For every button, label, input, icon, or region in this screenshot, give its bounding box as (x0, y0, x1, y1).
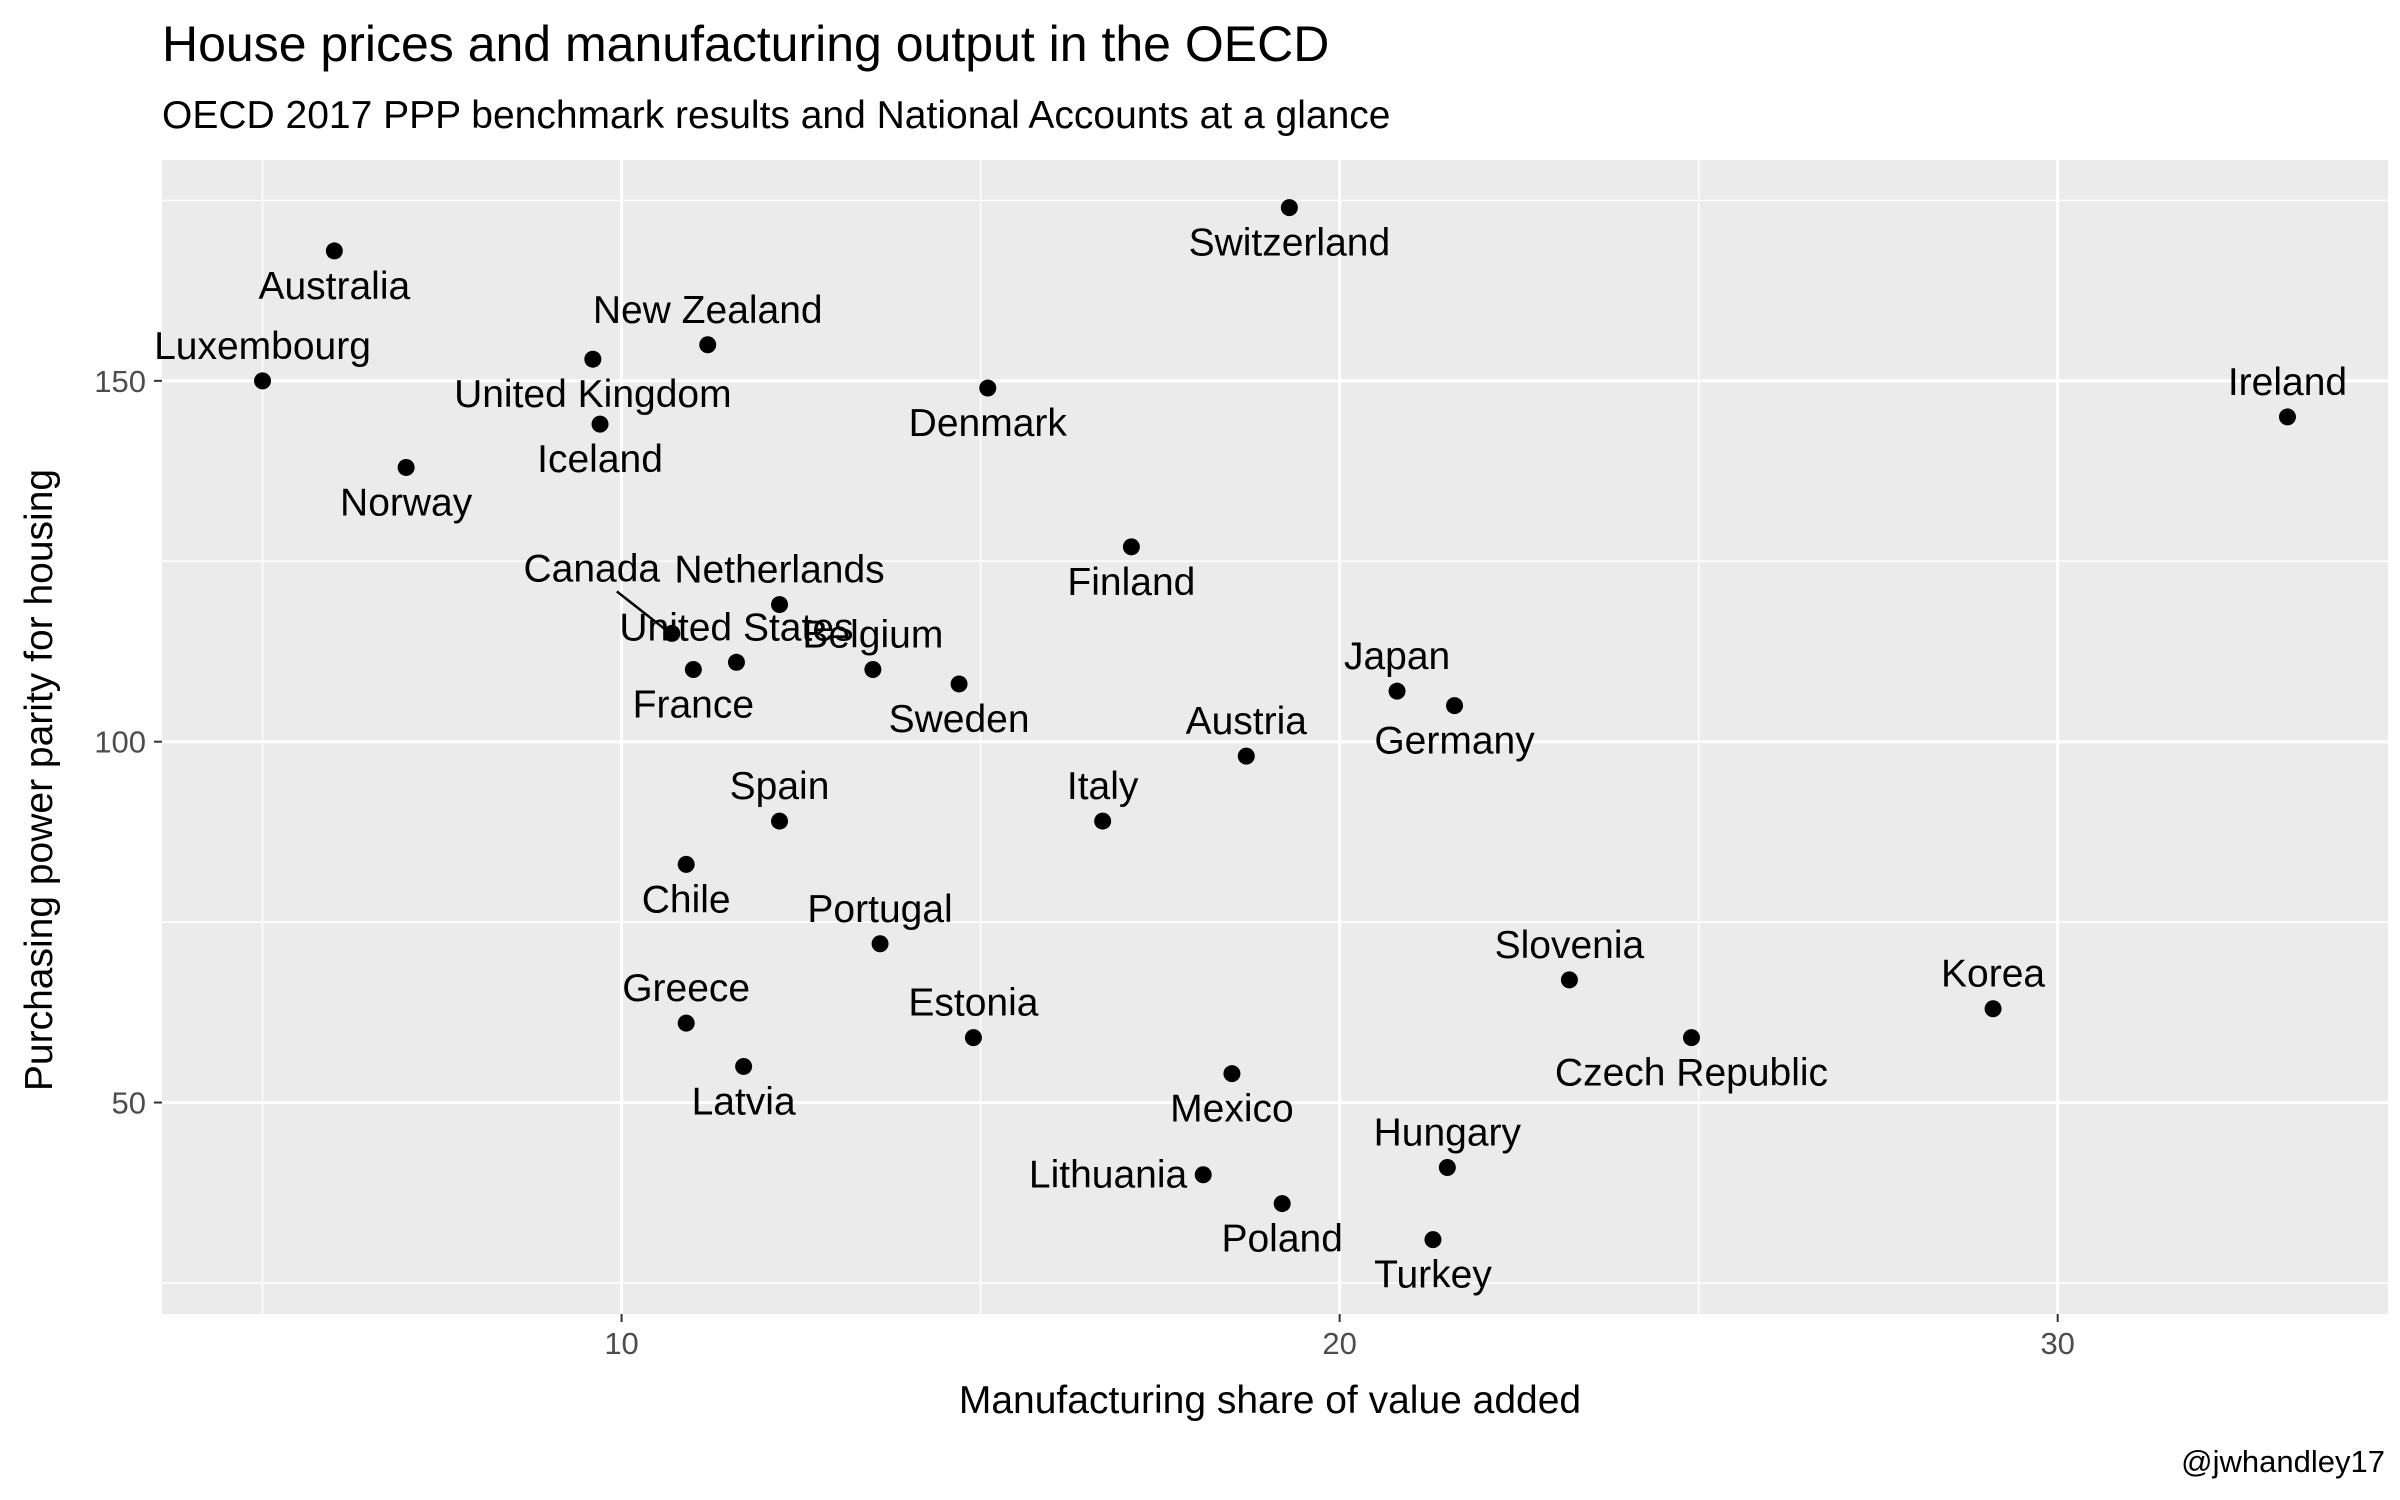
y-axis-title: Purchasing power parity for housing (18, 469, 61, 1091)
label-australia: Australia (258, 265, 410, 308)
point-estonia (964, 1029, 982, 1047)
label-denmark: Denmark (909, 402, 1068, 445)
point-iceland (591, 415, 609, 433)
label-luxembourg: Luxembourg (154, 325, 371, 368)
label-mexico: Mexico (1170, 1088, 1294, 1131)
minor-gridlines (162, 160, 2388, 1314)
label-iceland: Iceland (537, 438, 663, 481)
point-france (684, 661, 702, 679)
label-italy: Italy (1067, 765, 1139, 808)
point-chile (677, 855, 695, 873)
label-belgium: Belgium (802, 614, 943, 657)
label-turkey: Turkey (1374, 1254, 1492, 1297)
label-greece: Greece (622, 967, 750, 1010)
label-ireland: Ireland (2228, 361, 2347, 404)
label-leader-lines (616, 590, 669, 633)
point-denmark (979, 379, 997, 397)
point-switzerland (1280, 199, 1298, 217)
x-tick-label: 30 (2040, 1326, 2074, 1361)
label-spain: Spain (730, 765, 830, 808)
x-tick-label: 10 (604, 1326, 638, 1361)
point-spain (771, 812, 789, 830)
label-estonia: Estonia (908, 982, 1038, 1025)
point-united-states (727, 653, 745, 671)
chart-caption: @jwhandley17 (2181, 1444, 2385, 1479)
label-netherlands: Netherlands (674, 549, 884, 592)
x-axis-title: Manufacturing share of value added (959, 1379, 1581, 1422)
point-labels: Switzerland Australia New Zealand Luxembour… (154, 222, 2347, 1297)
chart-title: House prices and manufacturing output in… (162, 16, 1329, 72)
point-korea (1984, 1000, 2002, 1018)
point-czech-republic (1682, 1029, 1700, 1047)
point-norway (397, 458, 415, 476)
label-japan: Japan (1344, 635, 1450, 678)
label-korea: Korea (1941, 953, 2045, 996)
point-italy (1094, 812, 1112, 830)
label-lithuania: Lithuania (1029, 1154, 1188, 1197)
label-switzerland: Switzerland (1189, 222, 1391, 265)
point-portugal (871, 935, 889, 953)
label-hungary: Hungary (1374, 1111, 1522, 1154)
point-slovenia (1560, 971, 1578, 989)
label-poland: Poland (1221, 1218, 1342, 1261)
x-tick-label: 20 (1322, 1326, 1356, 1361)
point-luxembourg (254, 372, 272, 390)
label-france: France (633, 684, 754, 727)
point-ireland (2278, 408, 2296, 426)
point-germany (1446, 697, 1464, 715)
data-points (254, 199, 2296, 1249)
label-portugal: Portugal (807, 888, 952, 931)
label-united-states: United States (619, 606, 853, 649)
label-germany: Germany (1374, 720, 1535, 763)
label-new-zealand: New Zealand (593, 289, 823, 332)
plot-panel (162, 160, 2388, 1314)
point-mexico (1223, 1065, 1241, 1083)
point-hungary (1438, 1158, 1456, 1176)
y-tick-label: 100 (94, 725, 146, 760)
label-sweden: Sweden (889, 698, 1030, 741)
label-canada: Canada (524, 547, 661, 590)
major-gridlines (162, 160, 2388, 1314)
point-japan (1388, 682, 1406, 700)
point-poland (1273, 1195, 1291, 1213)
point-austria (1237, 747, 1255, 765)
point-greece (677, 1014, 695, 1032)
y-axis-ticks: 50 100 150 (94, 364, 162, 1121)
y-tick-label: 50 (112, 1086, 146, 1121)
label-united-kingdom: United Kingdom (454, 373, 732, 416)
point-lithuania (1194, 1166, 1212, 1184)
point-turkey (1424, 1231, 1442, 1249)
point-sweden (950, 675, 968, 693)
label-chile: Chile (642, 878, 731, 921)
point-canada (663, 624, 681, 642)
point-belgium (864, 661, 882, 679)
label-latvia: Latvia (692, 1080, 796, 1123)
point-finland (1122, 538, 1140, 556)
label-czech-republic: Czech Republic (1555, 1052, 1828, 1095)
point-united-kingdom (584, 350, 602, 368)
point-latvia (735, 1057, 753, 1075)
y-tick-label: 150 (94, 364, 146, 399)
point-australia (325, 242, 343, 260)
label-finland: Finland (1067, 561, 1195, 604)
chart-subtitle: OECD 2017 PPP benchmark results and Nati… (162, 94, 1390, 137)
x-axis-ticks: 10 20 30 (604, 1314, 2075, 1361)
point-netherlands (771, 596, 789, 614)
label-norway: Norway (340, 481, 473, 524)
label-slovenia: Slovenia (1495, 924, 1645, 967)
point-new-zealand (699, 336, 717, 354)
label-austria: Austria (1186, 700, 1308, 743)
leader-line-canada (616, 590, 669, 633)
